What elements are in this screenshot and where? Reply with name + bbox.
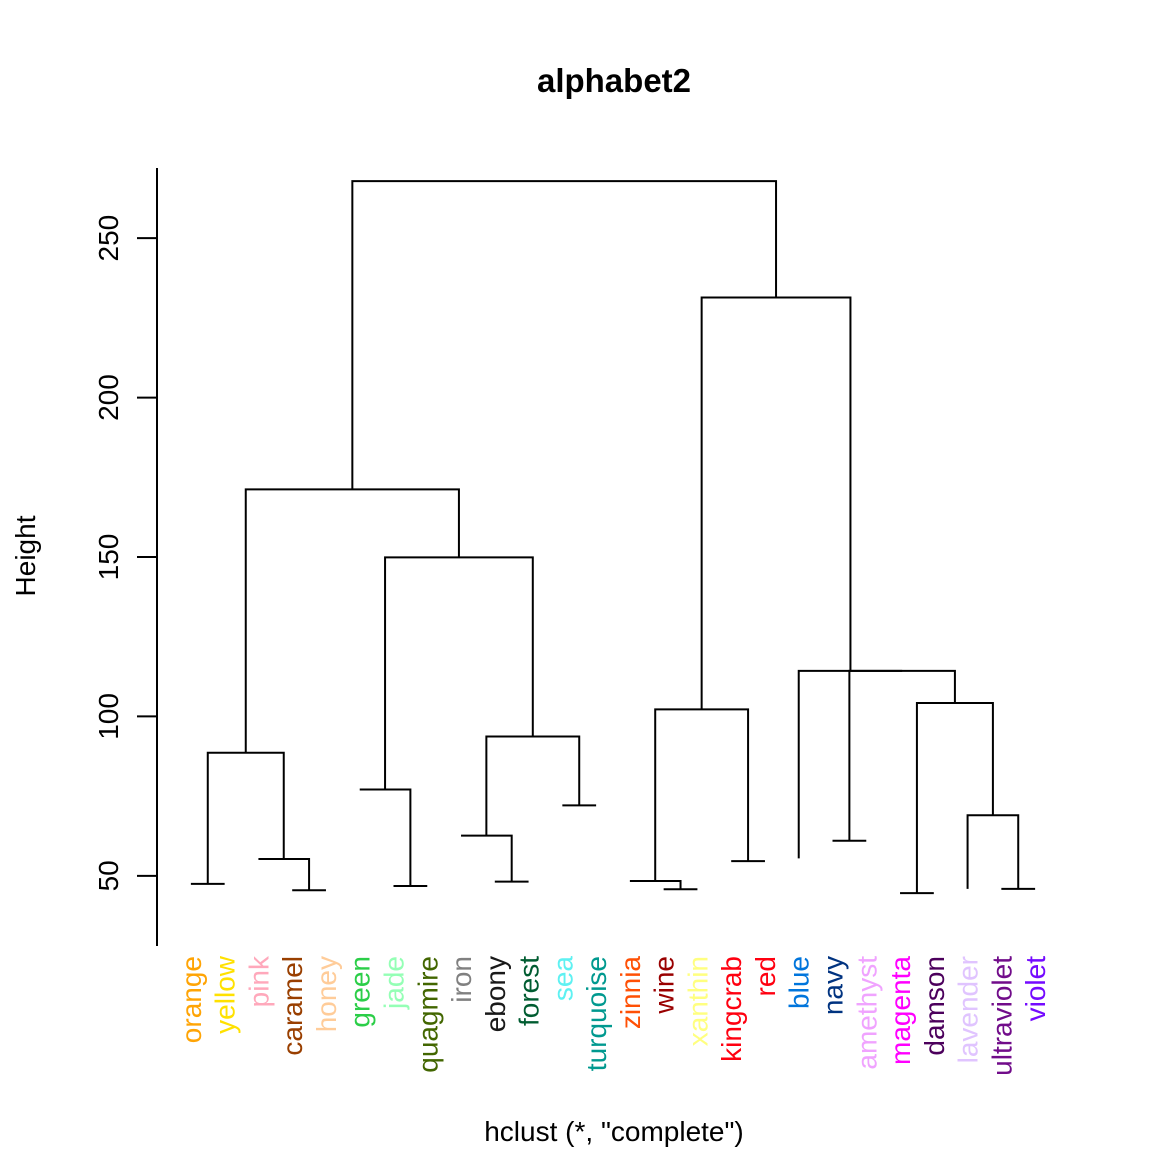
leaf-label-kingcrab: kingcrab bbox=[716, 956, 747, 1062]
merge-11 bbox=[244, 488, 460, 753]
chart-title: alphabet2 bbox=[537, 62, 691, 99]
leaf-label-ebony: ebony bbox=[480, 956, 511, 1032]
leaf-label-iron: iron bbox=[446, 956, 477, 1003]
y-tick-label-150: 150 bbox=[93, 534, 124, 581]
leaf-label-blue: blue bbox=[784, 956, 815, 1009]
x-axis-label: hclust (*, "complete") bbox=[484, 1116, 744, 1147]
leaf-label-magenta: magenta bbox=[885, 956, 916, 1065]
y-tick-label-50: 50 bbox=[93, 860, 124, 891]
leaf-label-honey: honey bbox=[311, 956, 342, 1032]
leaf-label-green: green bbox=[345, 956, 376, 1028]
leaf-label-lavender: lavender bbox=[953, 956, 984, 1063]
leaf-label-violet: violet bbox=[1020, 956, 1051, 1022]
leaf-label-damson: damson bbox=[919, 956, 950, 1056]
merge-2 bbox=[258, 857, 311, 891]
leaf-label-pink: pink bbox=[243, 955, 274, 1007]
leaf-label-jade: jade bbox=[379, 956, 410, 1010]
merge-10 bbox=[384, 556, 534, 790]
merge-21 bbox=[848, 669, 956, 841]
y-tick-label-100: 100 bbox=[93, 693, 124, 740]
dendrogram-branches bbox=[190, 180, 1036, 895]
leaf-label-forest: forest bbox=[514, 956, 545, 1026]
leaf-label-xanthin: xanthin bbox=[682, 956, 713, 1046]
merge-3 bbox=[206, 751, 285, 884]
y-tick-label-200: 200 bbox=[93, 374, 124, 421]
merge-15 bbox=[654, 708, 750, 881]
y-axis-label: Height bbox=[10, 515, 41, 596]
merge-20 bbox=[915, 702, 994, 894]
leaf-label-quagmire: quagmire bbox=[412, 956, 443, 1073]
merge-23 bbox=[700, 296, 852, 710]
leaf-label-wine: wine bbox=[649, 956, 680, 1015]
merge-22 bbox=[797, 669, 903, 859]
y-axis: 50 100 150 200 250 bbox=[93, 168, 158, 946]
merge-24 bbox=[351, 180, 778, 490]
merge-13 bbox=[629, 879, 682, 890]
leaf-label-turquoise: turquoise bbox=[581, 956, 612, 1071]
y-tick-label-250: 250 bbox=[93, 215, 124, 262]
leaf-label-yellow: yellow bbox=[210, 955, 241, 1034]
leaf-label-navy: navy bbox=[818, 956, 849, 1015]
leaf-label-amethyst: amethyst bbox=[851, 956, 882, 1070]
leaf-label-zinnia: zinnia bbox=[615, 956, 646, 1030]
leaf-label-orange: orange bbox=[176, 956, 207, 1043]
merge-7 bbox=[461, 834, 513, 882]
merge-5 bbox=[359, 788, 412, 887]
leaf-label-caramel: caramel bbox=[277, 956, 308, 1056]
merge-19 bbox=[966, 814, 1020, 889]
leaf-label-red: red bbox=[750, 956, 781, 996]
merge-9 bbox=[485, 735, 581, 836]
leaf-label-sea: sea bbox=[547, 956, 578, 1002]
leaf-label-ultraviolet: ultraviolet bbox=[986, 956, 1017, 1076]
leaf-labels: orange yellow pink caramel honey green jade qua… bbox=[176, 955, 1051, 1076]
